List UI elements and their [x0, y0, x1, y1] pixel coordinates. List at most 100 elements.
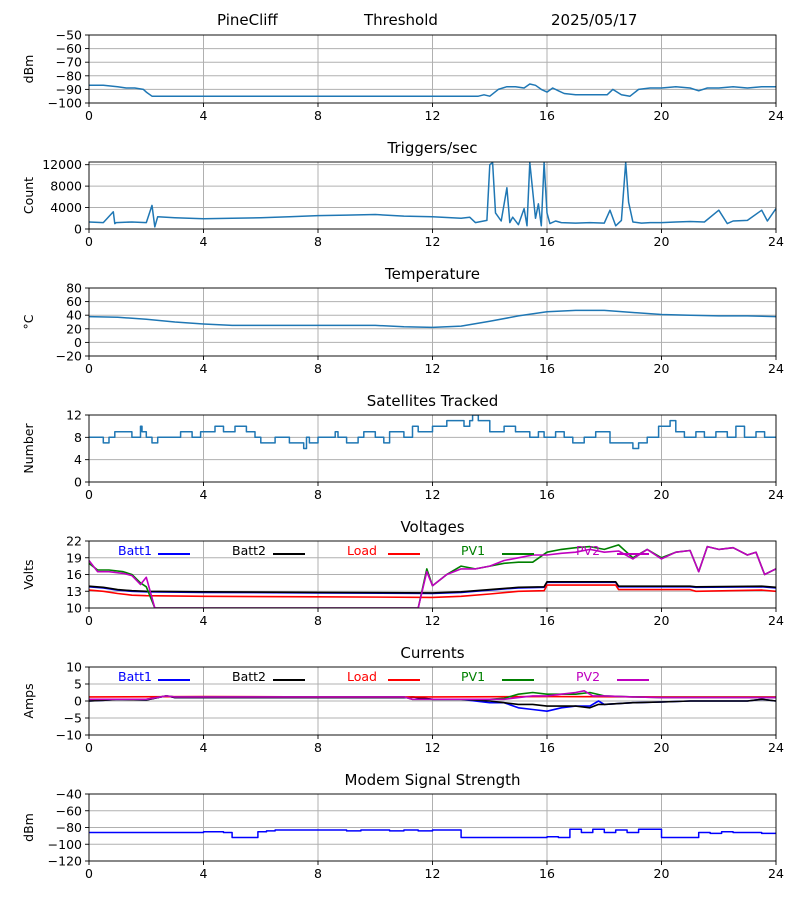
panel-7-ytick-label: −60	[56, 803, 82, 818]
panel-1-series-line	[89, 83, 776, 97]
panel-2-xtick-label: 0	[85, 234, 93, 249]
panel-5-xtick-label: 24	[768, 613, 784, 628]
panel-1-xtick-label: 24	[768, 108, 784, 123]
panel-7-xtick-label: 20	[654, 866, 670, 881]
panel-6-ytick-label: 10	[66, 660, 82, 675]
panel-6-legend-pv1-label: PV1	[461, 669, 485, 684]
panel-2-xtick-label: 20	[654, 234, 670, 249]
panel-6-legend-batt2-label: Batt2	[232, 669, 266, 684]
panel-2-ytick-label: 4000	[50, 200, 82, 215]
panel-3-ytick-label: 60	[66, 294, 82, 309]
panel-7-xtick-label: 12	[425, 866, 441, 881]
panel-5-pv2-line	[89, 545, 776, 608]
panel-7-xtick-label: 4	[200, 866, 208, 881]
panel-4-xtick-label: 24	[768, 487, 784, 502]
trigger-mode: Threshold	[364, 11, 438, 29]
panel-7-ytick-label: −120	[48, 854, 82, 869]
panel-6-pv2-line	[89, 690, 776, 701]
panel-5-ylabel: Volts	[21, 559, 36, 589]
panel-3-ytick-label: 80	[66, 281, 82, 296]
panel-2-ylabel: Count	[21, 177, 36, 214]
panel-4-xtick-label: 4	[200, 487, 208, 502]
panel-5-xtick-label: 12	[425, 613, 441, 628]
panel-6-ylabel: Amps	[21, 683, 36, 718]
panel-6-ytick-label: 5	[74, 677, 82, 692]
panel-2-xtick-label: 4	[200, 234, 208, 249]
panel-4-xtick-label: 12	[425, 487, 441, 502]
panel-1-ytick-label: −100	[48, 96, 82, 111]
panel-6-title: Currents	[400, 644, 464, 662]
panel-7-series-line	[89, 828, 776, 839]
panel-1-ytick-label: −60	[56, 41, 82, 56]
panel-3-ytick-label: 20	[66, 321, 82, 336]
panel-7-ytick-label: −40	[56, 787, 82, 802]
panel-1-ytick-label: −70	[56, 55, 82, 70]
panel-1-xtick-label: 16	[539, 108, 555, 123]
panel-6-xtick-label: 24	[768, 740, 784, 755]
panel-5-legend-pv1-label: PV1	[461, 543, 485, 558]
panel-3-series-line	[89, 309, 776, 329]
panel-6-xtick-label: 16	[539, 740, 555, 755]
panel-3-xtick-label: 20	[654, 361, 670, 376]
panel-1-xtick-label: 8	[314, 108, 322, 123]
panel-5-legend-pv2-label: PV2	[576, 543, 600, 558]
panel-6-xtick-label: 12	[425, 740, 441, 755]
panel-1-xtick-label: 20	[654, 108, 670, 123]
panel-5-ytick-label: 16	[66, 567, 82, 582]
panel-2-xtick-label: 24	[768, 234, 784, 249]
panel-3-xtick-label: 4	[200, 361, 208, 376]
panel-7-ytick-label: −80	[56, 820, 82, 835]
panel-4-xtick-label: 16	[539, 487, 555, 502]
panel-1-ytick-label: −50	[56, 28, 82, 43]
panel-4-xtick-label: 20	[654, 487, 670, 502]
panel-5-ytick-label: 22	[66, 534, 82, 549]
panel-3-xtick-label: 24	[768, 361, 784, 376]
panel-6-xtick-label: 4	[200, 740, 208, 755]
panel-2-xtick-label: 12	[425, 234, 441, 249]
panel-5-ytick-label: 10	[66, 601, 82, 616]
panel-5-xtick-label: 8	[314, 613, 322, 628]
panel-1-xtick-label: 0	[85, 108, 93, 123]
panel-3-xtick-label: 0	[85, 361, 93, 376]
panel-6-legend-load-label: Load	[347, 669, 377, 684]
panel-2-ytick-label: 12000	[42, 157, 82, 172]
panel-6-ytick-label: −5	[64, 711, 82, 726]
panel-4-ytick-label: 8	[74, 430, 82, 445]
panel-5-ytick-label: 13	[66, 584, 82, 599]
panel-7-xtick-label: 24	[768, 866, 784, 881]
panel-1-ytick-label: −90	[56, 82, 82, 97]
panel-2-ytick-label: 0	[74, 222, 82, 237]
panel-5-xtick-label: 0	[85, 613, 93, 628]
panel-6-ytick-label: −10	[56, 728, 82, 743]
panel-5-xtick-label: 16	[539, 613, 555, 628]
panel-3-xtick-label: 8	[314, 361, 322, 376]
panel-6-xtick-label: 20	[654, 740, 670, 755]
panel-5-legend-batt2-label: Batt2	[232, 543, 266, 558]
panel-7-ytick-label: −100	[48, 837, 82, 852]
panel-3-title: Temperature	[384, 265, 480, 283]
panel-5-load-line	[89, 584, 776, 599]
panel-2-title: Triggers/sec	[387, 139, 478, 157]
panel-1-ytick-label: −80	[56, 68, 82, 83]
panel-6-xtick-label: 8	[314, 740, 322, 755]
panel-1-ylabel: dBm	[21, 55, 36, 84]
panel-7-xtick-label: 16	[539, 866, 555, 881]
panel-3-ytick-label: 0	[74, 335, 82, 350]
panel-7-ylabel: dBm	[21, 813, 36, 842]
panel-2-series-line	[89, 162, 776, 228]
panel-4-series-line	[89, 415, 776, 450]
panel-5-xtick-label: 20	[654, 613, 670, 628]
panel-7-title: Modem Signal Strength	[345, 771, 521, 789]
report-date: 2025/05/17	[551, 11, 638, 29]
panel-6-ytick-label: 0	[74, 694, 82, 709]
panel-5-title: Voltages	[400, 518, 464, 536]
panel-3-xtick-label: 12	[425, 361, 441, 376]
panel-4-xtick-label: 0	[85, 487, 93, 502]
panel-2-xtick-label: 8	[314, 234, 322, 249]
panel-4-ytick-label: 4	[74, 452, 82, 467]
panel-4-ytick-label: 0	[74, 475, 82, 490]
panel-7-xtick-label: 0	[85, 866, 93, 881]
panel-4-ylabel: Number	[21, 423, 36, 474]
panel-4-xtick-label: 8	[314, 487, 322, 502]
